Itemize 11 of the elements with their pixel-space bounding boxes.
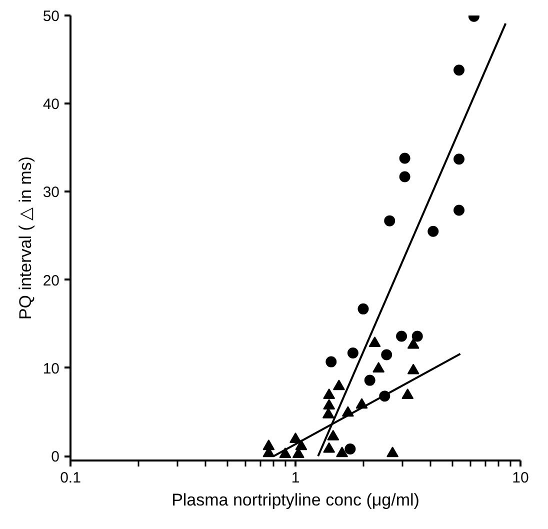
y-axis-title: PQ interval ( △ in ms) [16,156,35,320]
y-tick-label: 40 [42,96,60,114]
y-tick-label: 30 [42,184,60,202]
y-tick-label: 20 [42,272,60,290]
x-tick-label: 1 [291,470,300,486]
y-tick-label: 10 [42,360,60,378]
x-tick-label: 10 [512,470,529,486]
y-tick-label: 50 [42,8,60,25]
x-tick-label: 0.1 [60,470,81,486]
y-tick-label: 0 [51,448,60,466]
x-axis-title: Plasma nortriptyline conc (μg/ml) [172,490,420,510]
